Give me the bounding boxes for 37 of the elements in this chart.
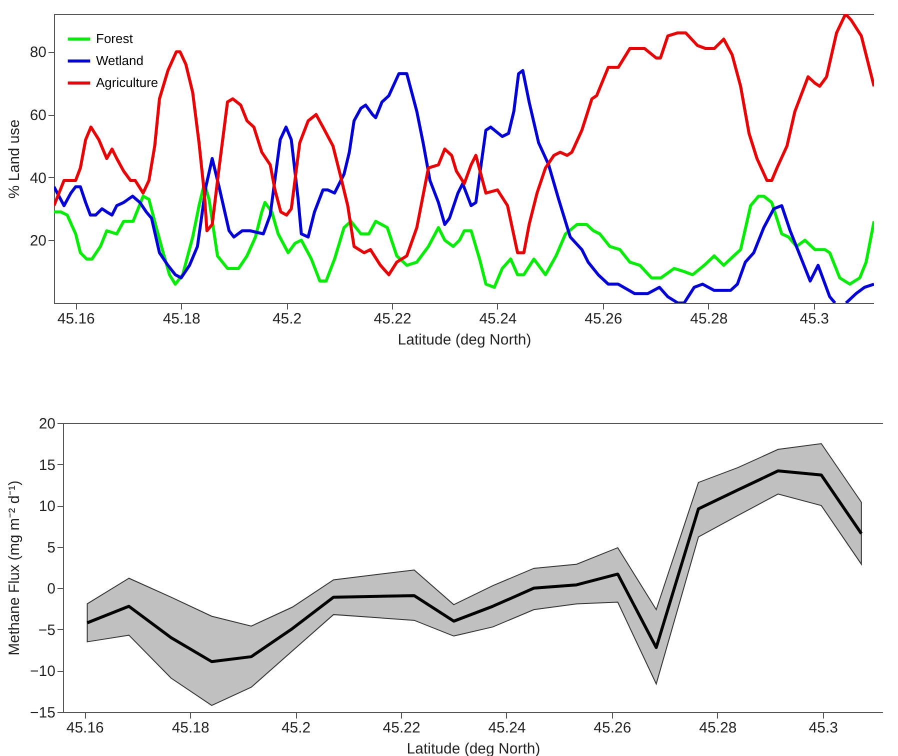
x-tick-label: 45.3 <box>800 310 829 328</box>
x-tick-label: 45.16 <box>66 720 104 736</box>
x-tick-label: 45.2 <box>272 310 302 328</box>
x-tick-label: 45.28 <box>699 720 737 736</box>
y-tick-label: −5 <box>38 622 56 639</box>
line-series <box>54 14 874 276</box>
x-tick-label: 45.22 <box>374 310 412 328</box>
x-tick-label: 45.22 <box>382 720 420 736</box>
y-tick-label: −10 <box>30 663 56 680</box>
x-tick-label: 45.26 <box>594 720 632 736</box>
x-tick-label: 45.16 <box>57 310 95 328</box>
y-tick-label: 10 <box>38 498 56 516</box>
legend-label: Forest <box>96 31 134 46</box>
x-tick-label: 45.18 <box>172 720 210 736</box>
y-tick-label: 80 <box>30 44 46 62</box>
legend-label: Agriculture <box>96 75 158 90</box>
x-tick-label: 45.2 <box>281 720 311 736</box>
x-tick-label: 45.24 <box>488 720 526 736</box>
y-tick-label: −15 <box>30 704 56 722</box>
y-tick-label: 40 <box>30 170 46 187</box>
x-tick-label: 45.28 <box>690 310 728 328</box>
x-tick-label: 45.3 <box>808 720 838 736</box>
y-axis-title: Methane Flux (mg m⁻² d⁻¹) <box>6 480 24 656</box>
line-series <box>86 469 863 664</box>
x-tick-label: 45.18 <box>162 310 200 328</box>
line-series <box>54 182 874 289</box>
x-tick-label: 45.26 <box>584 310 622 328</box>
legend-label: Wetland <box>96 53 144 68</box>
y-tick-label: 5 <box>47 539 56 556</box>
y-tick-label: 0 <box>47 580 56 598</box>
x-tick-label: 45.24 <box>479 310 517 328</box>
y-tick-label: 15 <box>38 456 56 474</box>
x-axis-title: Latitude (deg North) <box>398 332 532 348</box>
y-tick-label: 20 <box>38 416 56 432</box>
y-tick-label: 20 <box>30 232 46 250</box>
y-tick-label: 60 <box>30 107 46 124</box>
y-axis-title: % Land use <box>6 119 23 199</box>
